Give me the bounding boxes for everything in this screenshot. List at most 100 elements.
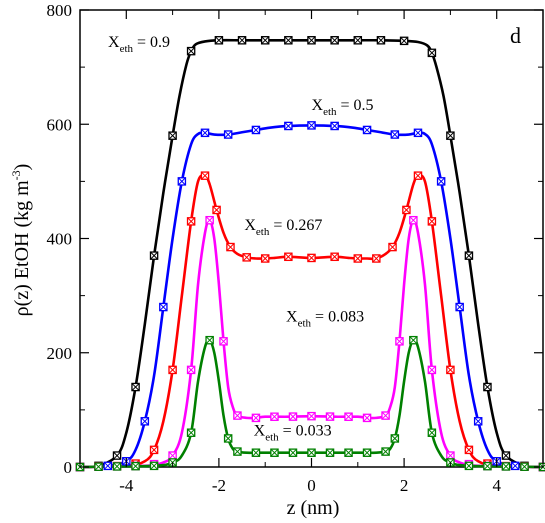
x-tick-label: -4 (119, 476, 134, 495)
data-point-marker (186, 365, 196, 375)
marker-cross-b (326, 448, 334, 457)
series-label-sub: eth (265, 432, 279, 444)
data-point-marker (353, 254, 363, 263)
y-axis-title-main: ρ(z) EtOH (kg m (11, 180, 33, 316)
marker-cross-b (284, 252, 293, 261)
data-point-marker (168, 131, 177, 140)
data-point-marker (362, 125, 372, 135)
marker-cross-b (251, 413, 260, 422)
marker-cross-b (251, 126, 260, 134)
data-point-marker (413, 171, 423, 180)
data-point-marker (307, 36, 316, 45)
data-point-marker (288, 412, 298, 421)
marker-cross-b (168, 365, 177, 374)
data-point-marker (307, 448, 316, 457)
marker-cross-b (261, 36, 270, 45)
data-point-marker (214, 36, 224, 45)
marker-cross-b (270, 448, 279, 457)
marker-cross-b (427, 428, 436, 437)
data-point-marker (395, 337, 404, 346)
marker-cross-b (205, 336, 214, 345)
marker-cross-b (427, 48, 436, 57)
series-label-2: Xeth = 0.267 (244, 217, 322, 238)
data-point-marker (464, 445, 474, 455)
panel-letter: d (510, 23, 521, 48)
y-tick-label: 200 (47, 344, 73, 363)
data-point-marker (464, 461, 474, 471)
data-point-marker (140, 417, 150, 426)
marker-cross-b (150, 461, 159, 470)
y-tick-label: 400 (47, 230, 73, 249)
data-point-marker (376, 36, 386, 45)
marker-cross-b (238, 36, 247, 45)
data-point-marker (219, 337, 228, 346)
data-point-marker (186, 46, 196, 56)
marker-cross-b (372, 254, 381, 263)
data-point-marker (233, 447, 242, 456)
data-point-marker (330, 121, 339, 131)
marker-cross-b (381, 447, 390, 456)
y-axis-title: ρ(z) EtOH (kg m-3) (9, 164, 33, 317)
marker-cross-b (414, 128, 422, 137)
data-point-marker (251, 413, 261, 423)
marker-cross-b (483, 383, 492, 391)
marker-cross-b (502, 462, 510, 471)
series-label-sub: eth (256, 226, 270, 238)
marker-cross-b (233, 411, 242, 420)
data-point-marker (223, 130, 233, 139)
data-point-marker (381, 411, 390, 420)
marker-cross-b (363, 126, 372, 134)
data-point-marker (464, 251, 474, 260)
data-point-marker (284, 252, 293, 262)
y-tick-label: 0 (64, 458, 73, 477)
data-point-marker (223, 434, 233, 443)
data-point-marker (402, 205, 411, 215)
x-tick-label: 2 (400, 476, 409, 495)
data-point-marker (177, 177, 187, 186)
data-point-marker (427, 428, 437, 437)
data-point-marker (288, 448, 298, 457)
data-point-marker (168, 365, 177, 375)
marker-cross-b (150, 251, 159, 260)
x-tick-label: 0 (307, 476, 316, 495)
marker-cross-b (427, 365, 436, 374)
marker-cross-b (251, 448, 260, 457)
data-point-marker (446, 451, 455, 460)
marker-cross-b (307, 121, 316, 130)
marker-cross-b (307, 448, 316, 457)
data-point-marker (284, 36, 293, 45)
data-point-marker (260, 36, 270, 45)
marker-cross-b (226, 243, 235, 252)
data-point-marker (270, 448, 279, 457)
marker-cross-b (113, 451, 121, 460)
marker-cross-b (201, 128, 209, 137)
marker-cross-b (284, 122, 293, 130)
marker-cross-b (464, 461, 473, 470)
marker-cross-b (464, 445, 473, 454)
x-tick-label: 4 (492, 476, 501, 495)
series-label-main: X (312, 97, 324, 114)
series-markers (75, 36, 545, 472)
y-tick-label: 800 (47, 1, 73, 20)
marker-cross-b (381, 411, 390, 420)
series-label-main: X (254, 423, 266, 440)
marker-cross-b (344, 448, 353, 457)
marker-cross-b (94, 462, 103, 471)
data-point-marker (353, 36, 363, 45)
marker-cross-b (363, 448, 372, 457)
data-point-marker (455, 302, 464, 312)
data-point-marker (242, 253, 251, 262)
data-point-marker (413, 128, 423, 138)
marker-cross-b (376, 36, 385, 45)
marker-cross-b (289, 448, 297, 457)
data-point-marker (149, 445, 159, 455)
marker-cross-b (402, 205, 411, 214)
marker-cross-b (390, 434, 399, 443)
marker-cross-b (187, 428, 196, 437)
marker-cross-b (330, 122, 339, 130)
data-point-marker (330, 36, 339, 45)
data-point-marker (388, 242, 397, 252)
series-label-main: X (244, 217, 256, 234)
marker-cross-b (177, 177, 186, 186)
data-point-marker (409, 215, 418, 225)
